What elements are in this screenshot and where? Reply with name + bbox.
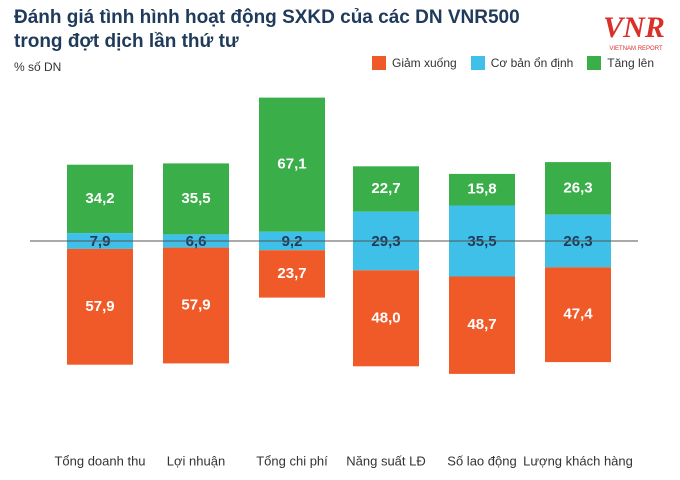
data-label-decrease: 23,7 <box>277 265 306 282</box>
data-label-decrease: 47,4 <box>563 306 593 323</box>
category-label: Năng suất LĐ <box>346 453 426 468</box>
legend-item-stable: Cơ bản ổn định <box>470 56 574 70</box>
data-label-increase: 22,7 <box>371 180 400 197</box>
data-label-increase: 15,8 <box>467 181 496 198</box>
logo-subtitle: VIETNAM REPORT <box>609 46 663 52</box>
category-label: Lợi nhuận <box>167 453 225 468</box>
bar-decrease <box>449 276 515 374</box>
bar-increase <box>545 162 611 215</box>
title-line-2: trong đợt dịch lần thứ tư <box>14 31 239 52</box>
bar-increase <box>449 173 515 206</box>
logo-mark: VNR <box>603 11 665 44</box>
bar-increase <box>259 97 325 232</box>
legend-item-increase: Tăng lên <box>587 56 654 70</box>
title-line-1: Đánh giá tình hình hoạt động SXKD của cá… <box>14 7 520 28</box>
data-label-decrease: 57,9 <box>85 298 114 315</box>
category-label: Số lao động <box>447 453 516 468</box>
bar-increase <box>353 166 419 212</box>
data-label-increase: 67,1 <box>277 156 306 173</box>
legend-swatch-increase <box>587 56 602 70</box>
legend-swatch-stable <box>470 56 485 70</box>
legend: Giảm xuống Cơ bản ổn định Tăng lên <box>372 56 668 70</box>
chart-title: Đánh giá tình hình hoạt động SXKD của cá… <box>14 6 534 54</box>
category-label: Tổng chi phí <box>256 453 328 468</box>
bar-decrease <box>259 250 325 298</box>
bar-decrease <box>353 270 419 367</box>
bar-decrease <box>545 267 611 363</box>
data-label-increase: 26,3 <box>563 179 592 196</box>
unit-label: % số DN <box>14 60 62 74</box>
bar-increase <box>67 164 133 234</box>
legend-label-stable: Cơ bản ổn định <box>490 56 574 70</box>
category-label: Tổng doanh thu <box>54 453 145 468</box>
data-label-increase: 35,5 <box>181 190 210 207</box>
data-label-decrease: 48,0 <box>371 309 400 326</box>
data-label-decrease: 57,9 <box>181 296 210 313</box>
legend-label-decrease: Giảm xuống <box>392 56 457 70</box>
bar-increase <box>163 163 229 235</box>
vnr-logo: VNR VIETNAM REPORT <box>603 11 665 52</box>
category-label: Lượng khách hàng <box>523 453 633 468</box>
bar-decrease <box>163 247 229 364</box>
legend-item-decrease: Giảm xuống <box>372 56 457 70</box>
legend-label-increase: Tăng lên <box>607 56 654 70</box>
data-label-decrease: 48,7 <box>467 316 496 333</box>
bar-decrease <box>67 248 133 365</box>
data-label-increase: 34,2 <box>85 190 114 207</box>
legend-swatch-decrease <box>372 56 386 70</box>
